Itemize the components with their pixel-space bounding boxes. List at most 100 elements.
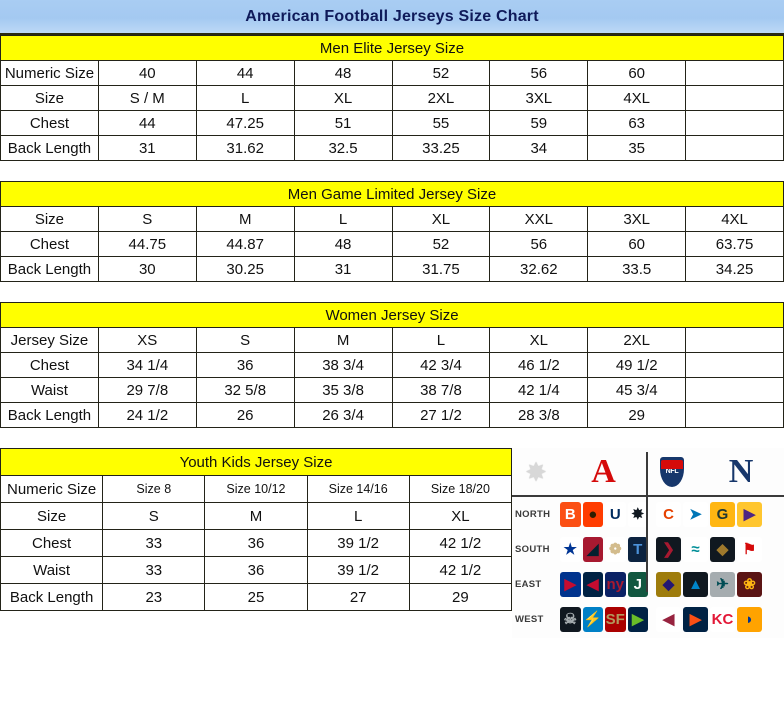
- table-cell: [685, 402, 784, 428]
- table-cell: [685, 377, 784, 403]
- table-cell: 36: [204, 529, 308, 557]
- table-cell: 60: [587, 60, 687, 86]
- table-cell: XL: [408, 502, 513, 530]
- nfl-teams-logo-panel: ✸ A NFL N NORTH B ● U ✸ C ➤ G ▶ SOUTH ★ ◢ ❁ T ❯ ≈ ◆ ⚑ EAST ▶ ◀ ny…: [512, 448, 784, 638]
- patriots-logo: ◀: [582, 572, 603, 597]
- division-row: SOUTH ★ ◢ ❁ T ❯ ≈ ◆ ⚑: [512, 532, 784, 567]
- nfc-team-group: ◀ ▶ KC ◗: [655, 607, 773, 632]
- division-label: NORTH: [515, 509, 551, 520]
- table-cell: XL: [391, 206, 491, 232]
- row-header-cell: Size: [0, 85, 99, 111]
- row-header-cell: Size: [0, 206, 99, 232]
- table-cell: Size 10/12: [204, 475, 308, 503]
- table-band-row: Men Game Limited Jersey Size: [0, 181, 784, 207]
- page-title: American Football Jerseys Size Chart: [245, 7, 539, 25]
- afc-team-group: ★ ◢ ❁ T: [559, 537, 649, 562]
- table-band-row: Women Jersey Size: [0, 302, 784, 328]
- table-cell: 40: [97, 60, 197, 86]
- youth-table-block: Youth Kids Jersey Size Numeric Size Size 8…: [0, 448, 513, 611]
- redskins-logo: ❀: [737, 572, 762, 597]
- afc-team-group: ☠ ⚡ SF ▶: [559, 607, 649, 632]
- table-cell: [685, 85, 784, 111]
- table-row: Size S M L XL XXL 3XL 4XL: [0, 206, 784, 232]
- table-cell: 46 1/2: [489, 352, 589, 378]
- table-row: Waist 29 7/8 32 5/8 35 3/8 38 7/8 42 1/4 45 3/…: [0, 377, 784, 403]
- table-band-label: Men Game Limited Jersey Size: [0, 181, 784, 207]
- table-cell: 63.75: [685, 231, 784, 257]
- table-cell: 47.25: [195, 110, 295, 136]
- table-cell: Size 18/20: [408, 475, 513, 503]
- bills-logo: ▶: [560, 572, 581, 597]
- nfl-sparkle-icon: ✸: [525, 456, 547, 487]
- table-cell: 56: [489, 60, 589, 86]
- table-cell: XS: [97, 327, 197, 353]
- table-cell: 35: [587, 135, 687, 161]
- table-row: Chest 34 1/4 36 38 3/4 42 3/4 46 1/2 49 1/2: [0, 352, 784, 378]
- table-row: Numeric Size Size 8 Size 10/12 Size 14/16 Si…: [0, 475, 513, 503]
- table-row: Back Length 31 31.62 32.5 33.25 34 35: [0, 135, 784, 161]
- table-cell: 31: [97, 135, 197, 161]
- table-cell: [685, 327, 784, 353]
- row-header-cell: Waist: [0, 556, 104, 584]
- afc-team-group: B ● U ✸: [559, 502, 649, 527]
- table-cell: 34.25: [685, 256, 784, 282]
- table-cell: 34 1/4: [97, 352, 197, 378]
- table-cell: L: [306, 502, 410, 530]
- browns-logo: ●: [582, 502, 603, 527]
- table-cell: M: [204, 502, 308, 530]
- table-cell: 52: [391, 231, 491, 257]
- row-header-cell: Numeric Size: [0, 60, 99, 86]
- bengals-logo: B: [560, 502, 581, 527]
- table-cell: 44: [195, 60, 295, 86]
- steelers-logo: ✸: [627, 502, 648, 527]
- jaguars-logo: ◆: [710, 537, 735, 562]
- table-row: Chest 44.75 44.87 48 52 56 60 63.75: [0, 231, 784, 257]
- size-tables-container: Men Elite Jersey Size Numeric Size 40 44 48 5…: [0, 35, 784, 448]
- division-label: WEST: [515, 614, 544, 625]
- table-cell: 63: [587, 110, 687, 136]
- seahawks-logo: ▶: [627, 607, 648, 632]
- table-cell: 23: [102, 583, 206, 611]
- table-cell: 31.62: [195, 135, 295, 161]
- row-header-cell: Back Length: [0, 402, 99, 428]
- table-gap: [0, 282, 784, 302]
- table-cell: L: [293, 206, 393, 232]
- table-band-row: Men Elite Jersey Size: [0, 35, 784, 61]
- table-cell: 26: [195, 402, 295, 428]
- packers-logo: G: [710, 502, 735, 527]
- table-cell: 25: [204, 583, 308, 611]
- table-cell: 44.75: [97, 231, 197, 257]
- lions-logo: ➤: [683, 502, 708, 527]
- afc-team-group: ▶ ◀ ny J: [559, 572, 649, 597]
- table-cell: 4XL: [587, 85, 687, 111]
- buccaneers-logo: ⚑: [737, 537, 762, 562]
- division-row: EAST ▶ ◀ ny J ◆ ▲ ✈ ❀: [512, 567, 784, 602]
- table-cell: 42 3/4: [391, 352, 491, 378]
- chart-title-bar: American Football Jerseys Size Chart: [0, 0, 784, 35]
- division-row: NORTH B ● U ✸ C ➤ G ▶: [512, 497, 784, 532]
- chiefs-logo: KC: [710, 607, 735, 632]
- table-gap: [0, 161, 784, 181]
- vikings-logo: ▶: [737, 502, 762, 527]
- cowboys-logo: ★: [560, 537, 581, 562]
- division-row: WEST ☠ ⚡ SF ▶ ◀ ▶ KC ◗: [512, 602, 784, 637]
- table-cell: XL: [489, 327, 589, 353]
- row-header-cell: Chest: [0, 529, 104, 557]
- table-cell: 60: [587, 231, 687, 257]
- table-cell: M: [293, 327, 393, 353]
- table-cell: Size 14/16: [306, 475, 410, 503]
- row-header-cell: Chest: [0, 231, 99, 257]
- 49ers-logo: SF: [605, 607, 626, 632]
- table-row: Back Length 30 30.25 31 31.75 32.62 33.5 34.25: [0, 256, 784, 282]
- table-cell: 36: [195, 352, 295, 378]
- table-cell: S / M: [97, 85, 197, 111]
- table-row: Waist 33 36 39 1/2 42 1/2: [0, 556, 513, 584]
- table-cell: [685, 135, 784, 161]
- chargers-logo: ⚡: [582, 607, 603, 632]
- table-row: Back Length 23 25 27 29: [0, 583, 513, 611]
- table-cell: 56: [489, 231, 589, 257]
- table-cell: 33: [102, 556, 206, 584]
- table-cell: S: [97, 206, 197, 232]
- table-cell: XXL: [489, 206, 589, 232]
- table-cell: 32.62: [489, 256, 589, 282]
